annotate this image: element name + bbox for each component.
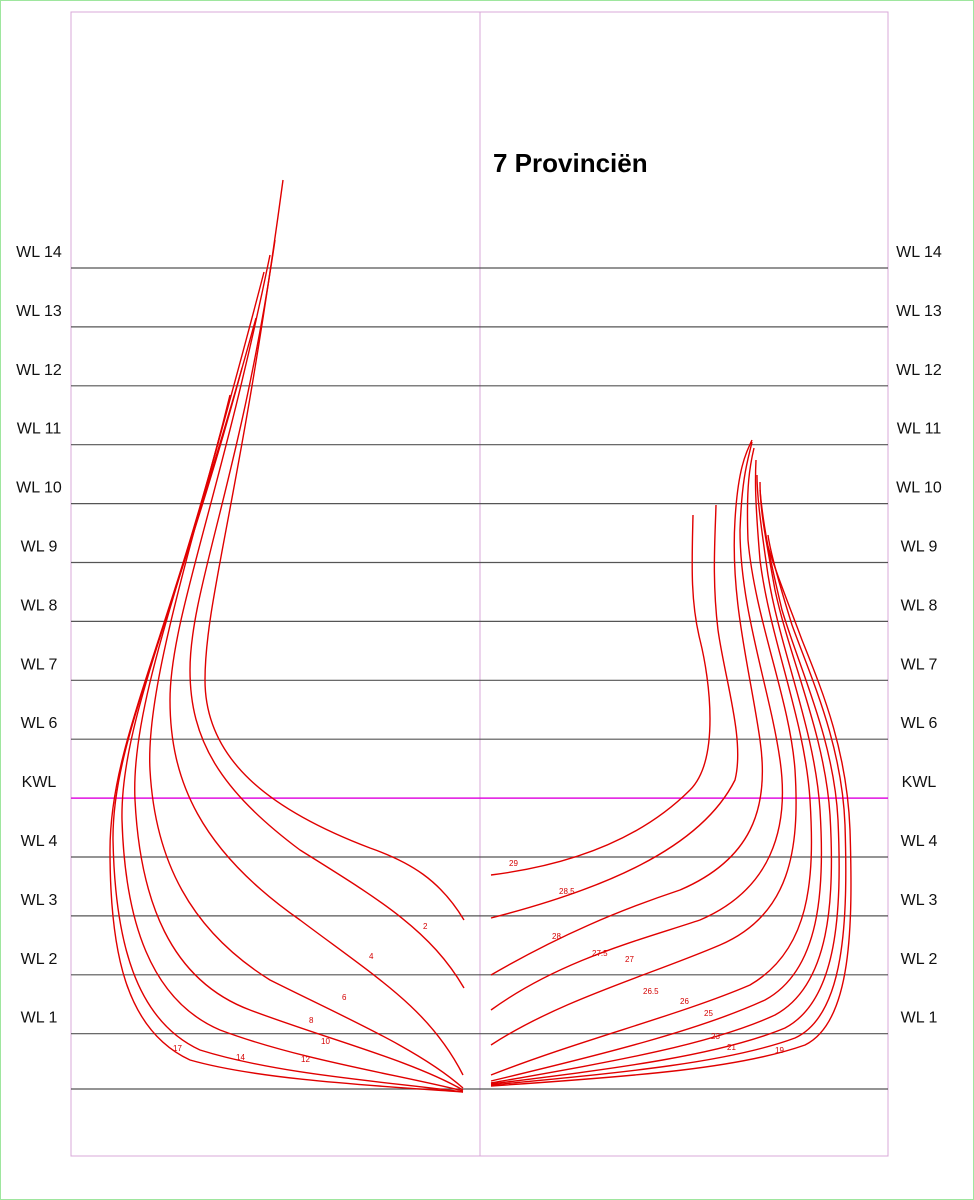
fore-sections (109, 179, 465, 1093)
waterline-label-right: WL 2 (901, 951, 938, 968)
section-curve-19 (490, 539, 852, 1087)
waterline-label-left: WL 7 (21, 656, 58, 673)
section-curve-27-5 (490, 441, 784, 1011)
aft-sections (490, 439, 852, 1087)
section-label: 4 (369, 952, 374, 961)
section-label: 12 (301, 1055, 310, 1064)
waterline-label-left: WL 14 (16, 244, 62, 261)
waterline-label-right: WL 11 (897, 421, 942, 438)
waterline-label-left: WL 11 (17, 421, 62, 438)
section-label: 28 (552, 932, 561, 941)
waterline-label-right: WL 14 (896, 244, 942, 261)
waterline-label-right: WL 8 (901, 597, 938, 614)
section-label: 29 (509, 859, 518, 868)
section-label: 27 (625, 955, 634, 964)
section-label: 14 (236, 1053, 245, 1062)
waterline-label-left: WL 12 (16, 362, 62, 379)
waterline-label-left: WL 13 (16, 303, 62, 320)
waterline-label-right: WL 7 (901, 656, 938, 673)
section-curve-2 (204, 179, 465, 921)
waterline-label-right: WL 13 (896, 303, 942, 320)
section-curve-12 (121, 367, 464, 1092)
section-label: 8 (309, 1016, 314, 1025)
section-label: 17 (173, 1044, 182, 1053)
waterline-label-right: WL 12 (896, 362, 942, 379)
waterline-label-left: WL 2 (21, 951, 58, 968)
section-label: 6 (342, 993, 347, 1002)
waterline-label-right: WL 4 (901, 833, 938, 850)
section-curve-27 (490, 447, 797, 1046)
waterline-label-right: WL 3 (901, 892, 938, 909)
section-curve-4 (189, 239, 465, 989)
waterline-label-left: KWL (22, 774, 57, 791)
section-curve-6 (169, 254, 464, 1076)
section-label: 10 (321, 1037, 330, 1046)
section-curve-26 (490, 474, 823, 1082)
section-label: 28.5 (559, 887, 575, 896)
section-labels: 2 4 6 8 10 12 14 17 29 28.5 28 27.5 27 2… (173, 859, 784, 1064)
section-curve-29 (490, 514, 711, 876)
waterline-label-right: KWL (902, 774, 937, 791)
section-label: 19 (775, 1046, 784, 1055)
waterline-label-right: WL 9 (901, 539, 938, 556)
section-curve-23 (490, 489, 840, 1085)
waterline-label-left: WL 6 (21, 715, 58, 732)
section-label: 25 (704, 1009, 713, 1018)
section-curve-21 (490, 534, 847, 1086)
waterline-label-left: WL 3 (21, 892, 58, 909)
section-label: 26.5 (643, 987, 659, 996)
waterline-label-right: WL 6 (901, 715, 938, 732)
waterline-label-left: WL 9 (21, 539, 58, 556)
waterline-label-left: WL 4 (21, 833, 58, 850)
section-label: 26 (680, 997, 689, 1006)
section-curve-28 (490, 439, 764, 976)
section-label: 21 (727, 1043, 736, 1052)
section-curve-28-5 (490, 504, 739, 919)
diagram-title: 7 Provinciën (493, 148, 648, 178)
waterline-label-left: WL 1 (21, 1010, 58, 1027)
waterline-label-left: WL 8 (21, 597, 58, 614)
section-curve-25 (490, 481, 833, 1084)
section-label: 27.5 (592, 949, 608, 958)
waterline-label-left: WL 10 (16, 480, 62, 497)
section-label: 2 (423, 922, 428, 931)
waterline-label-right: WL 1 (901, 1010, 938, 1027)
section-curve-26-5 (490, 459, 813, 1076)
section-curve-17 (109, 434, 464, 1093)
waterline-label-right: WL 10 (896, 480, 942, 497)
section-label: 23 (711, 1032, 720, 1041)
